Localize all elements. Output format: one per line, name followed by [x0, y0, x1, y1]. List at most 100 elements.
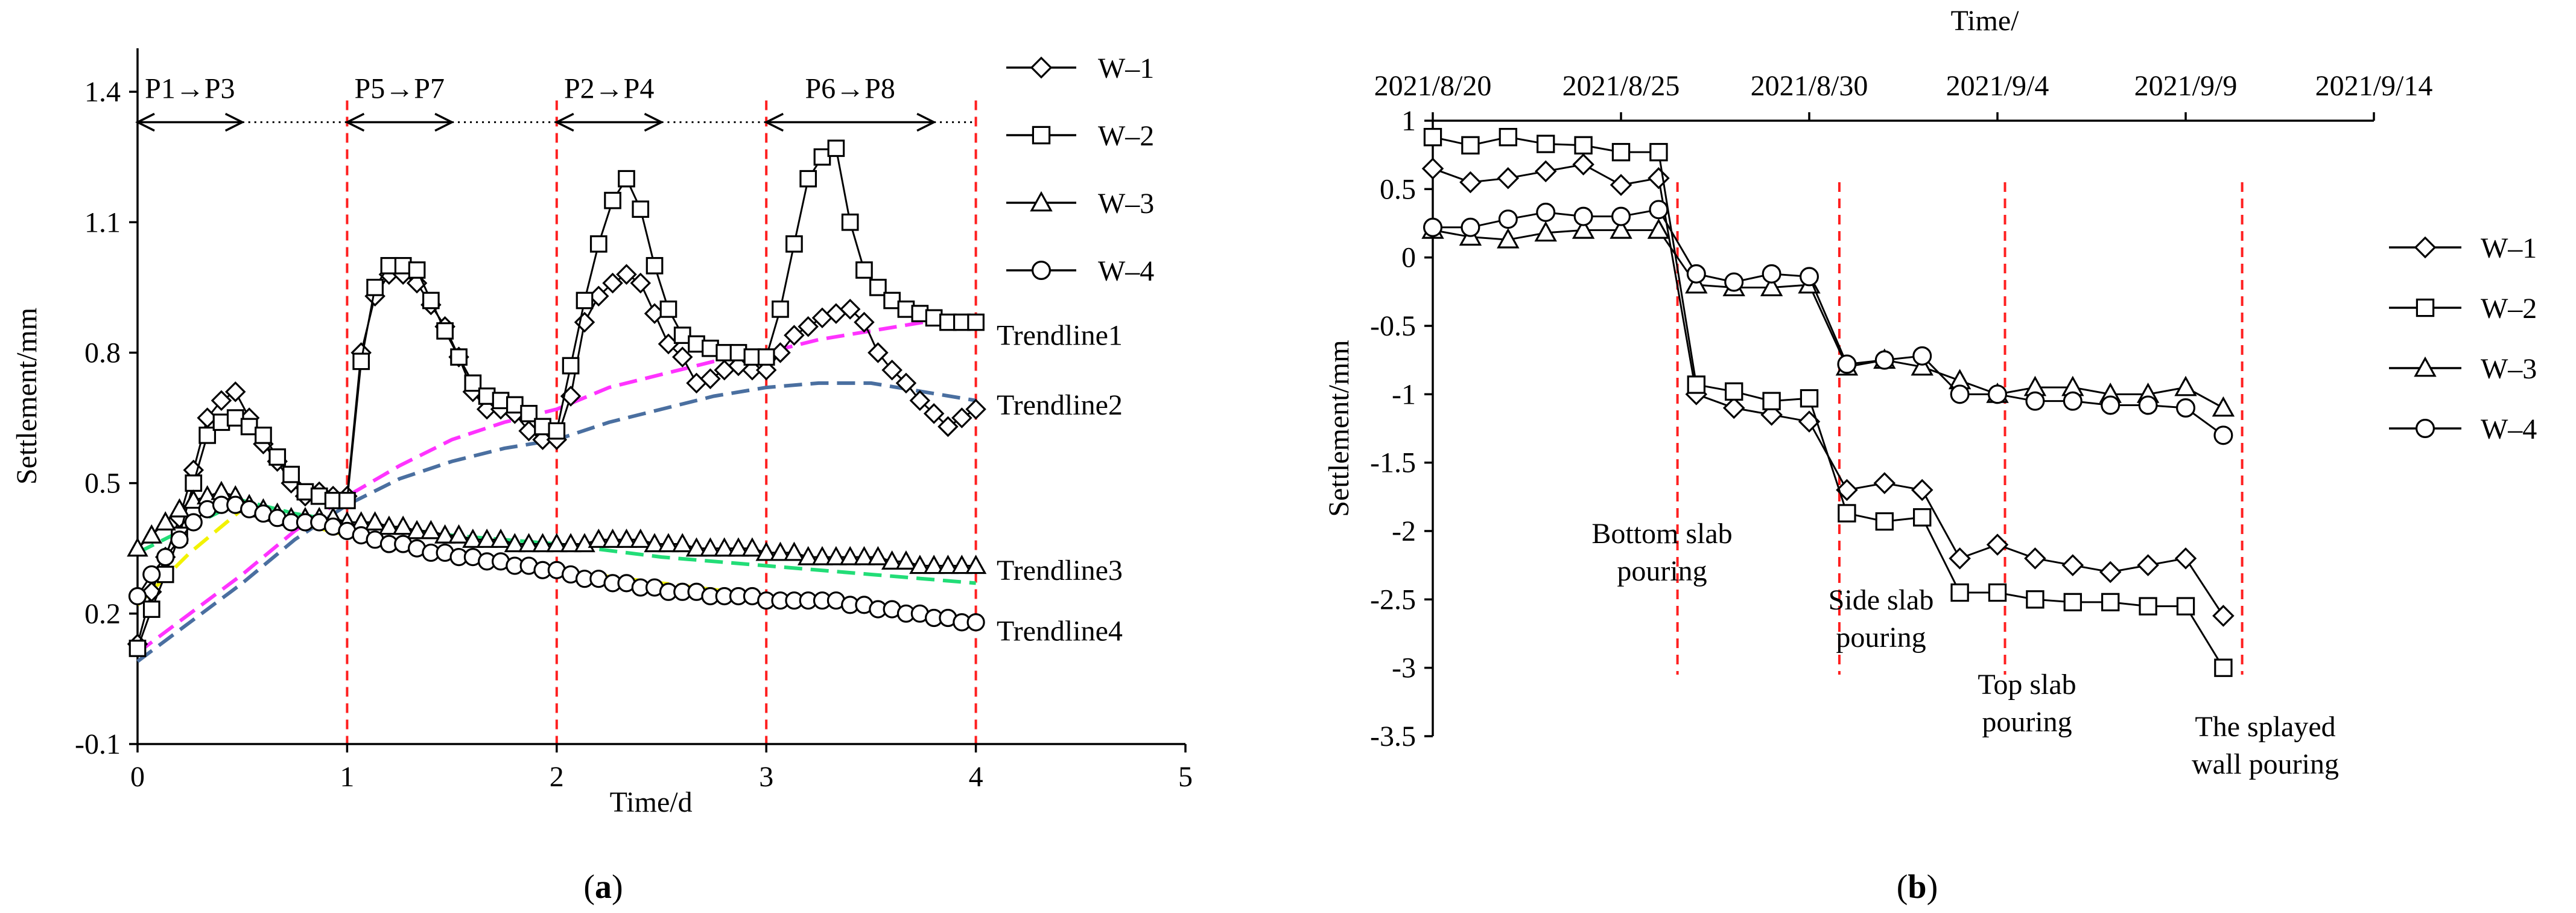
data-point-diamond: [1497, 167, 1520, 189]
data-point-triangle: [853, 546, 875, 565]
data-point-square: [632, 200, 650, 218]
phase-label: P5→P7: [355, 73, 445, 105]
data-point-triangle: [1534, 221, 1557, 242]
data-point-square: [715, 344, 734, 361]
data-point-triangle: [867, 546, 889, 565]
data-point-triangle: [420, 520, 442, 539]
data-point-triangle: [1497, 227, 1520, 249]
y-tick-label: 0: [1401, 242, 1416, 274]
data-point-square: [869, 278, 887, 296]
data-point-square: [688, 335, 705, 353]
x-tick-label: 3: [759, 761, 773, 793]
data-point-triangle: [671, 533, 693, 553]
x-axis-title: Time/d: [610, 786, 693, 818]
data-point-diamond: [951, 407, 972, 428]
data-point-square: [1950, 583, 1969, 602]
data-point-triangle: [881, 550, 903, 570]
data-point-square: [296, 483, 314, 501]
data-point-diamond: [2024, 547, 2046, 570]
y-tick-label: 0.8: [84, 337, 121, 369]
data-point-diamond: [839, 299, 861, 320]
data-point-square: [282, 465, 300, 483]
data-point-diamond: [1911, 479, 1934, 501]
data-point-triangle: [1911, 355, 1934, 376]
data-point-triangle: [699, 537, 722, 557]
data-point-square: [380, 256, 398, 275]
panel-label-b: (b): [1897, 868, 1938, 906]
data-point-triangle: [769, 541, 792, 561]
legend-label: W–4: [1098, 255, 1154, 287]
data-point-diamond: [965, 398, 986, 420]
y-tick-label: 1: [1401, 105, 1416, 137]
y-tick-label: -0.5: [1370, 310, 1416, 342]
panel-a-event-lines: [346, 100, 977, 744]
data-point-triangle: [895, 550, 917, 570]
data-point-circle: [1988, 384, 2008, 404]
y-tick-label: 0.5: [84, 468, 121, 500]
data-point-diamond: [1459, 171, 1482, 194]
panel-a-series: [127, 139, 987, 657]
data-point-diamond: [602, 272, 623, 294]
data-point-square: [324, 492, 342, 509]
legend-marker-square: [1032, 126, 1051, 145]
data-point-square: [1537, 135, 1555, 153]
data-point-square: [646, 256, 664, 275]
data-point-circle: [1912, 346, 1932, 366]
trendline-1: [136, 316, 976, 655]
panel-b-axes: 1 0.5 0 -0.5 -1 -1.5 -2 -2.5 -3 -3.5 2021/8/20 2021…: [1370, 70, 2432, 752]
data-point-diamond: [868, 342, 889, 363]
data-point-diamond: [1610, 174, 1632, 196]
data-point-triangle: [923, 555, 945, 574]
data-point-triangle: [658, 533, 679, 553]
x-tick-label: 4: [969, 761, 983, 793]
data-point-triangle: [951, 555, 973, 574]
y-tick-label: -1.5: [1370, 447, 1416, 479]
data-point-diamond: [1572, 153, 1594, 176]
data-point-square: [268, 448, 287, 466]
trendline-label: Trendline4: [997, 616, 1123, 647]
data-point-square: [967, 313, 985, 331]
data-point-square: [1762, 392, 1781, 410]
y-tick-label: 1.1: [84, 206, 121, 238]
legend-label: W–3: [1098, 188, 1154, 220]
data-point-triangle: [937, 555, 959, 574]
data-point-square: [562, 357, 580, 375]
event-annotation: Top slab: [1978, 669, 2076, 701]
data-point-square: [2139, 597, 2157, 616]
data-point-triangle: [741, 537, 763, 557]
data-point-diamond: [630, 272, 652, 294]
data-point-diamond: [881, 359, 903, 381]
data-point-square: [953, 313, 971, 331]
data-point-triangle: [839, 546, 861, 565]
panel-label-close: ): [612, 868, 623, 906]
data-point-square: [128, 640, 147, 657]
series-line-circle: [1433, 208, 2224, 436]
panel-label-a: (a): [583, 868, 623, 906]
data-point-square: [1611, 142, 1631, 162]
data-point-circle: [2176, 398, 2196, 418]
y-axis-title: Settlement/mm: [1323, 340, 1355, 517]
data-point-triangle: [378, 515, 400, 535]
data-point-square: [2063, 593, 2082, 612]
y-tick-label: -0.1: [75, 728, 121, 760]
data-point-square: [841, 213, 859, 231]
data-point-diamond: [923, 403, 945, 424]
data-point-square: [338, 492, 356, 509]
data-point-square: [450, 348, 468, 366]
y-tick-label: -1: [1392, 378, 1416, 410]
trendline-label: Trendline2: [997, 389, 1123, 421]
data-point-diamond: [224, 381, 246, 402]
data-point-circle: [184, 513, 203, 532]
data-point-triangle: [1610, 218, 1632, 239]
phase-label: P6→P8: [805, 73, 895, 105]
data-point-triangle: [2174, 375, 2197, 396]
data-point-triangle: [588, 529, 609, 548]
event-annotation: pouring: [1617, 555, 1707, 587]
legend-marker-circle: [2416, 418, 2435, 438]
panel-a-axes: -0.1 0.2 0.5 0.8 1.1 1.4 0 1 2 3 4 5: [75, 48, 1193, 793]
data-point-square: [422, 291, 440, 310]
event-annotation: pouring: [1982, 706, 2072, 738]
legend-label: W–4: [2481, 413, 2537, 445]
data-point-square: [2214, 658, 2233, 677]
panel-a-text: Trendline1 Trendline2 Trendline3 Trendline4…: [11, 308, 1123, 906]
